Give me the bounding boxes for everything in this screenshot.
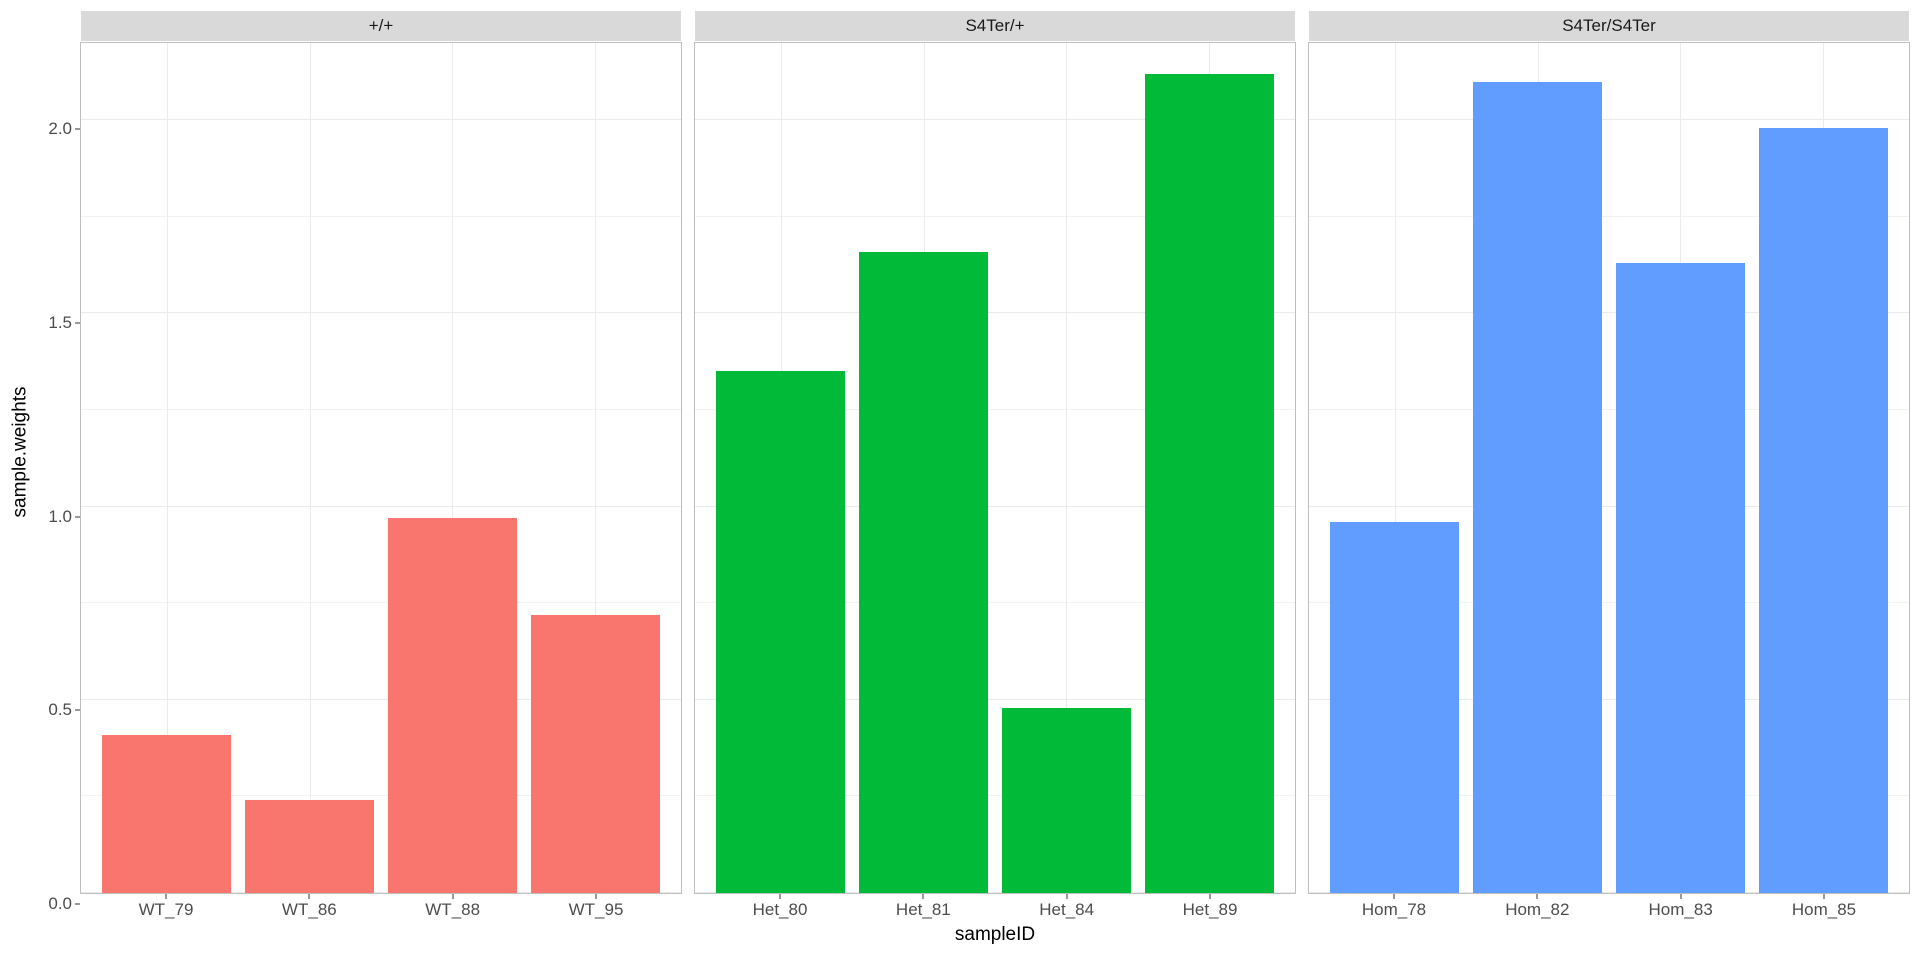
bar [388, 518, 517, 893]
facet-strip-label: S4Ter/S4Ter [1308, 10, 1910, 42]
gridline-vertical [310, 43, 311, 893]
x-tick-mark [1394, 894, 1395, 899]
bar [1002, 708, 1131, 893]
facet-plot-area [694, 42, 1296, 894]
x-tick-mark [780, 894, 781, 899]
x-tick-mark [923, 894, 924, 899]
bar [1616, 263, 1745, 893]
gridline-horizontal [1309, 119, 1909, 120]
x-tick-mark [1824, 894, 1825, 899]
x-tick-mark [1066, 894, 1067, 899]
x-ticks-facet: Het_80 Het_81 Het_84 Het_89 [694, 894, 1296, 924]
facet-panel: S4Ter/S4Ter [1308, 10, 1910, 894]
x-ticks-facets: WT_79WT_86WT_88WT_95Het_80Het_81Het_84He… [80, 894, 1910, 924]
bar [1759, 128, 1888, 893]
plot-row: sample.weights 0.00.51.01.52.0 +/+S4Ter/… [0, 0, 1920, 894]
x-tick-label: Het_84 [1039, 900, 1094, 920]
gridline-horizontal [81, 312, 681, 313]
x-ticks-facet: WT_79 WT_86 WT_88 WT_95 [80, 894, 682, 924]
x-tick-mark [166, 894, 167, 899]
bar [716, 371, 845, 893]
x-tick-mark [596, 894, 597, 899]
bar [1330, 522, 1459, 893]
x-tick-label: Hom_83 [1649, 900, 1713, 920]
x-tick-mark [1210, 894, 1211, 899]
x-tick-mark [1537, 894, 1538, 899]
x-axis-title-row: sampleID [0, 924, 1920, 960]
x-tick-label: Hom_85 [1792, 900, 1856, 920]
facet-panel: S4Ter/+ [694, 10, 1296, 894]
x-tick-label: Het_80 [753, 900, 808, 920]
y-axis-title: sample.weights [10, 10, 30, 894]
x-ticks-row: WT_79WT_86WT_88WT_95Het_80Het_81Het_84He… [0, 894, 1920, 924]
x-tick-label: Het_81 [896, 900, 951, 920]
facet-strip-label: S4Ter/+ [694, 10, 1296, 42]
bar [102, 735, 231, 893]
facet-row: +/+ S4Ter/+ S4Ter/S4Ter [80, 10, 1910, 894]
x-tick-mark [309, 894, 310, 899]
x-tick-label: WT_95 [569, 900, 624, 920]
bar [1145, 74, 1274, 893]
x-axis-title-text: sampleID [955, 924, 1035, 946]
gridline-horizontal-minor [81, 216, 681, 217]
x-tick-label: Het_89 [1183, 900, 1238, 920]
x-tick-mark [452, 894, 453, 899]
y-axis-area: sample.weights 0.00.51.01.52.0 [10, 10, 80, 894]
y-tick-label: 0.0 [48, 894, 72, 914]
facet-plot-area [1308, 42, 1910, 894]
y-axis-title-text: sample.weights [9, 387, 31, 518]
gridline-horizontal-minor [81, 602, 681, 603]
x-ticks-facet: Hom_78 Hom_82 Hom_83 Hom_85 [1308, 894, 1910, 924]
facet-strip-label: +/+ [80, 10, 682, 42]
gridline-horizontal [81, 506, 681, 507]
y-tick-label: 1.0 [48, 507, 72, 527]
gridline-horizontal [81, 119, 681, 120]
gridline-horizontal-minor [81, 409, 681, 410]
y-axis-ticks: 0.00.51.01.52.0 [30, 10, 80, 894]
y-tick-label: 2.0 [48, 119, 72, 139]
x-tick-mark [1680, 894, 1681, 899]
bar [245, 800, 374, 893]
x-tick-label: WT_86 [282, 900, 337, 920]
bar [859, 252, 988, 893]
facet-panel: +/+ [80, 10, 682, 894]
bar [1473, 82, 1602, 893]
x-tick-label: Hom_82 [1505, 900, 1569, 920]
y-tick-label: 0.5 [48, 700, 72, 720]
x-tick-label: WT_88 [425, 900, 480, 920]
faceted-bar-chart: sample.weights 0.0 0.5 1.0 1.5 2.0 +/+ S4Ter/… [0, 0, 1920, 960]
x-tick-label: WT_79 [139, 900, 194, 920]
facet-plot-area [80, 42, 682, 894]
y-tick-label: 1.5 [48, 313, 72, 333]
bar [531, 615, 660, 893]
x-tick-label: Hom_78 [1362, 900, 1426, 920]
